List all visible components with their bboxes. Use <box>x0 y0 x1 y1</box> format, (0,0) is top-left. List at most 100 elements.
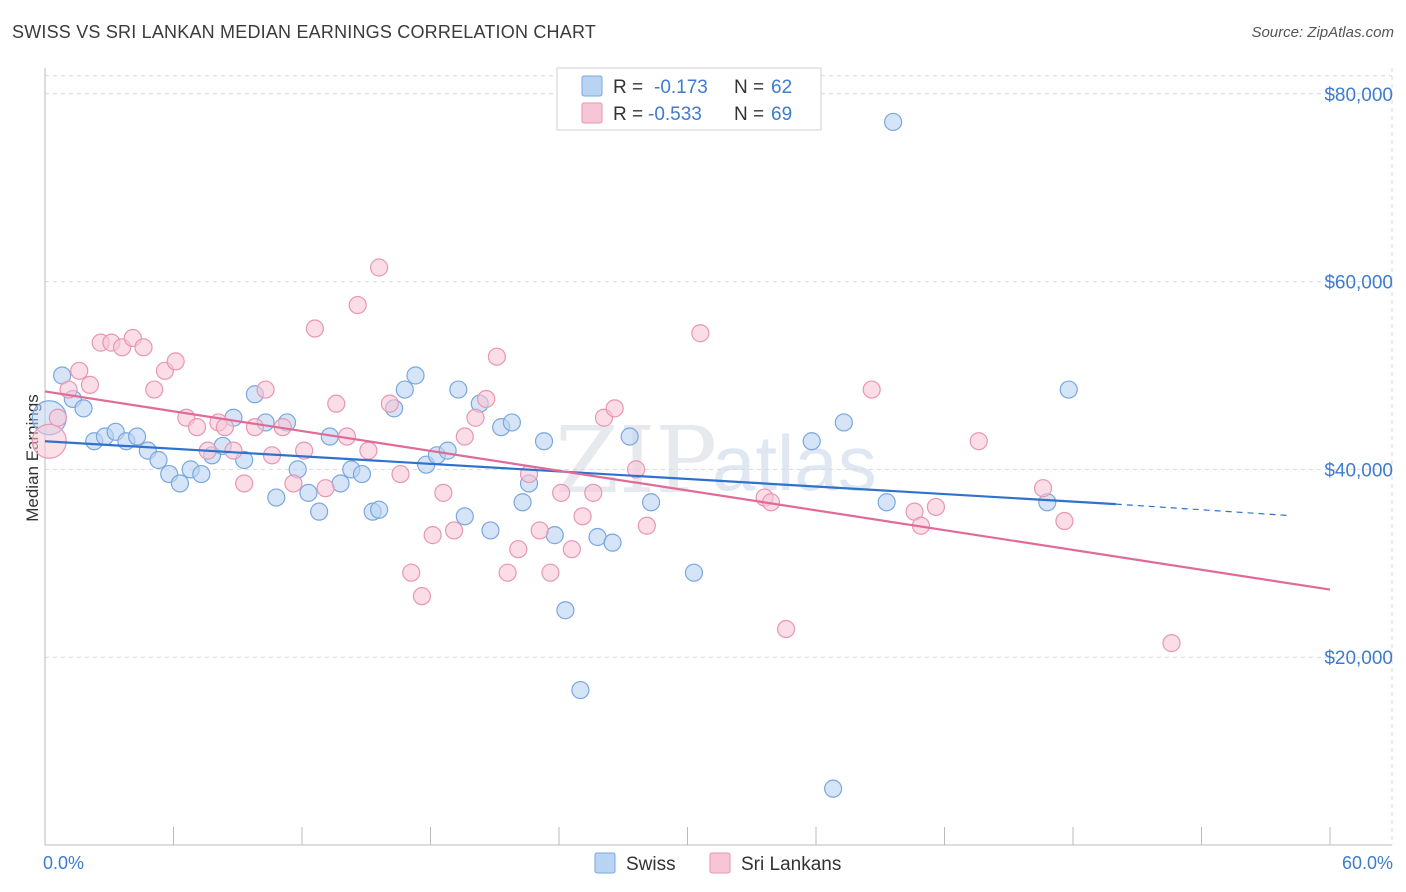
srilanka-point <box>370 258 389 277</box>
watermark-atlas: atlas <box>712 419 877 507</box>
srilanka-point <box>256 380 275 399</box>
srilanka-point <box>477 389 496 409</box>
srilanka-point <box>134 338 153 357</box>
swiss-point <box>603 533 622 552</box>
srilanka-point <box>391 464 410 484</box>
srilanka-point <box>434 483 453 502</box>
swiss-point <box>310 502 329 521</box>
srilanka-point <box>412 587 432 606</box>
legend-n-value-swiss: 62 <box>771 77 792 98</box>
srilanka-point <box>1033 479 1053 498</box>
swiss-point <box>545 526 564 545</box>
srilanka-point <box>466 408 485 427</box>
srilanka-point <box>295 441 314 460</box>
swiss-point <box>620 427 639 446</box>
srilanka-point <box>423 526 442 545</box>
srilanka-point <box>541 563 560 582</box>
trend-line-srilanka <box>44 390 1331 591</box>
srilanka-point <box>305 319 324 338</box>
srilanka-point <box>626 460 646 479</box>
srilanka-point <box>691 324 710 343</box>
swiss-point <box>481 521 500 540</box>
legend-swatch-srilanka <box>581 102 603 124</box>
legend-n-label-swiss: N = <box>734 77 764 98</box>
swiss-point <box>267 488 286 507</box>
srilanka-point <box>487 347 506 366</box>
x-tick-label-start: 0.0% <box>43 853 84 873</box>
source-credit: Source: ZipAtlas.com <box>1251 24 1394 41</box>
srilanka-point <box>584 483 603 502</box>
y-tick-label-3: $80,000 <box>1324 85 1393 106</box>
trend-lines <box>44 390 1331 591</box>
swiss-point <box>556 601 575 620</box>
legend-r-label-srilanka: R = <box>613 104 643 125</box>
srilanka-point <box>637 516 656 535</box>
srilanka-point <box>862 380 881 399</box>
srilanka-point <box>455 427 474 446</box>
srilanka-point <box>327 394 346 413</box>
srilanka-point <box>359 441 378 460</box>
srilanka-point <box>284 474 303 493</box>
zipatlas-watermark: ZIP atlas <box>555 407 877 514</box>
swiss-point <box>395 380 414 399</box>
swiss-point <box>1059 380 1078 399</box>
y-tick-labels: $20,000 $40,000 $60,000 $80,000 <box>1324 85 1393 669</box>
srilanka-point <box>380 394 399 413</box>
swiss-point <box>331 474 350 493</box>
y-tick-label-2: $60,000 <box>1324 273 1393 294</box>
series-legend: Swiss Sri Lankans <box>594 852 841 875</box>
trend-line-swiss-extension <box>1115 503 1288 517</box>
legend-r-label-swiss: R = <box>613 77 643 98</box>
srilanka-point <box>316 479 335 498</box>
srilanka-point <box>224 441 243 460</box>
legend-r-value-srilanka: -0.533 <box>648 104 702 125</box>
swiss-point <box>455 507 474 526</box>
correlation-legend: R = -0.173 N = 62 R = -0.533 N = 69 <box>556 67 822 131</box>
y-tick-label-0: $20,000 <box>1324 648 1393 669</box>
swiss-point <box>352 464 372 484</box>
srilanka-point <box>530 521 549 540</box>
srilanka-point <box>348 295 367 315</box>
chart-title: SWISS VS SRI LANKAN MEDIAN EARNINGS CORR… <box>12 22 597 42</box>
swiss-point <box>534 432 554 451</box>
swiss-point <box>883 112 903 132</box>
srilanka-point <box>70 361 89 380</box>
y-tick-label-1: $40,000 <box>1324 460 1393 481</box>
legend-r-value-swiss: -0.173 <box>654 77 708 98</box>
series-srilanka-points <box>31 258 1181 653</box>
swiss-point <box>74 399 93 418</box>
srilanka-point <box>562 540 581 559</box>
srilanka-point <box>48 408 67 427</box>
swiss-point <box>877 493 896 512</box>
srilanka-point <box>80 375 100 394</box>
legend-n-value-srilanka: 69 <box>771 104 792 125</box>
srilanka-point <box>145 380 164 399</box>
srilanka-point <box>187 418 207 437</box>
srilanka-point <box>235 474 254 493</box>
swiss-point <box>370 500 389 519</box>
swiss-point <box>641 493 661 512</box>
swiss-point <box>513 493 532 512</box>
srilanka-point <box>444 521 464 540</box>
srilanka-point <box>969 432 988 451</box>
srilanka-point <box>519 464 539 484</box>
legend-n-label-srilanka: N = <box>734 104 764 125</box>
srilanka-point <box>166 352 185 371</box>
x-tick-label-end: 60.0% <box>1342 853 1393 873</box>
swiss-point <box>824 779 843 798</box>
srilanka-point <box>552 483 571 502</box>
srilanka-point <box>573 507 592 526</box>
srilanka-point <box>402 563 421 582</box>
swiss-point <box>684 563 704 582</box>
legend-swatch-swiss <box>581 75 603 97</box>
srilanka-point <box>776 619 796 639</box>
trend-line-swiss <box>44 440 1116 506</box>
series-legend-swatch-srilanka <box>709 852 731 874</box>
swiss-point <box>406 366 425 385</box>
swiss-point <box>192 464 211 484</box>
swiss-point <box>170 474 190 493</box>
srilanka-point <box>509 540 528 559</box>
srilanka-point <box>1162 634 1181 653</box>
srilanka-point <box>1055 511 1074 531</box>
